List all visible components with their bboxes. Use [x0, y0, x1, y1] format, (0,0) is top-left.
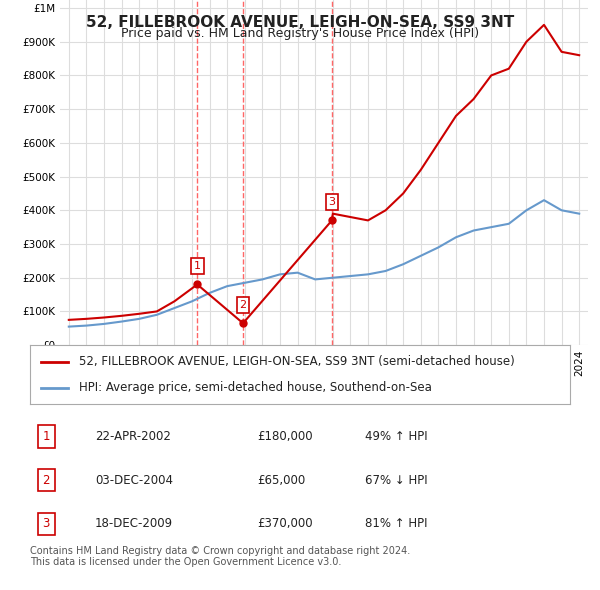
Text: 52, FILLEBROOK AVENUE, LEIGH-ON-SEA, SS9 3NT (semi-detached house): 52, FILLEBROOK AVENUE, LEIGH-ON-SEA, SS9… — [79, 355, 514, 368]
Text: Contains HM Land Registry data © Crown copyright and database right 2024.
This d: Contains HM Land Registry data © Crown c… — [30, 546, 410, 568]
Text: £370,000: £370,000 — [257, 517, 313, 530]
Text: 03-DEC-2004: 03-DEC-2004 — [95, 474, 173, 487]
Text: £180,000: £180,000 — [257, 430, 313, 443]
Text: 3: 3 — [328, 197, 335, 207]
Text: 2: 2 — [239, 300, 247, 310]
Text: 52, FILLEBROOK AVENUE, LEIGH-ON-SEA, SS9 3NT: 52, FILLEBROOK AVENUE, LEIGH-ON-SEA, SS9… — [86, 15, 514, 30]
Text: 2: 2 — [43, 474, 50, 487]
Text: £65,000: £65,000 — [257, 474, 305, 487]
Text: HPI: Average price, semi-detached house, Southend-on-Sea: HPI: Average price, semi-detached house,… — [79, 381, 431, 394]
Text: Price paid vs. HM Land Registry's House Price Index (HPI): Price paid vs. HM Land Registry's House … — [121, 27, 479, 40]
Text: 49% ↑ HPI: 49% ↑ HPI — [365, 430, 427, 443]
Text: 22-APR-2002: 22-APR-2002 — [95, 430, 170, 443]
Text: 1: 1 — [43, 430, 50, 443]
Text: 81% ↑ HPI: 81% ↑ HPI — [365, 517, 427, 530]
Text: 67% ↓ HPI: 67% ↓ HPI — [365, 474, 427, 487]
Text: 1: 1 — [194, 261, 201, 271]
Text: 18-DEC-2009: 18-DEC-2009 — [95, 517, 173, 530]
Text: 3: 3 — [43, 517, 50, 530]
